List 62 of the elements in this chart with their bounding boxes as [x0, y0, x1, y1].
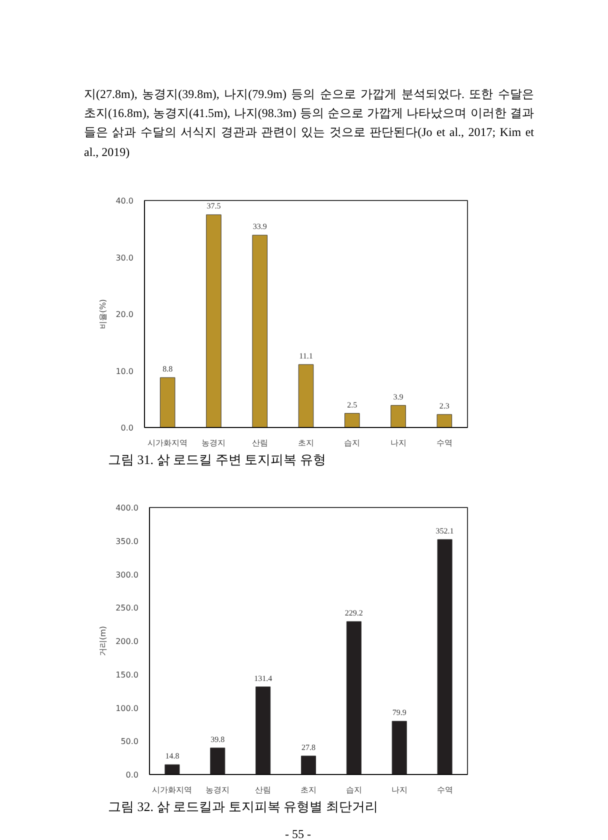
x-tick-label: 농경지: [202, 438, 226, 448]
bar: [160, 377, 176, 428]
x-tick-label: 산림: [255, 786, 272, 794]
y-tick-label: 0.0: [120, 424, 134, 432]
data-label: 37.5: [206, 202, 221, 211]
y-axis-title: 거리(m): [98, 626, 108, 656]
y-tick-label: 350.0: [116, 536, 139, 546]
data-label: 131.4: [254, 674, 272, 683]
bar: [298, 364, 314, 428]
data-label: 229.2: [344, 608, 363, 618]
bar: [164, 764, 180, 774]
data-label: 8.8: [162, 364, 173, 374]
text: 그림 31. 삵 로드킬 주변 토지피복 유형: [108, 451, 326, 469]
data-label: 79.9: [392, 708, 406, 718]
text: 지(27.8m), 농경지(39.8m), 나지(79.9m) 등의 순으로 가깝게 분석되었다. 또한 수달은 초지(16.8m), 농경지(41.5m), 나지(98.3m) 등의 순으로 가깝게 나타났으며 이러한 결과들은 삵과 수달의 서식지 경관과 관련이 있는 것으로 판단된다(Jo et al., 2017; Kim et al., 2019): [84, 86, 534, 161]
data-label: 2.5: [347, 400, 358, 410]
x-tick-label: 수역: [436, 786, 453, 794]
bar: [206, 214, 222, 428]
text: 그림 32. 삵 로드킬과 토지피복 유형별 최단거리: [108, 798, 378, 816]
y-tick-label: 150.0: [116, 670, 139, 680]
x-tick-label: 습지: [346, 786, 362, 794]
data-label: 33.9: [252, 222, 267, 232]
bar: [392, 720, 407, 774]
bar: [390, 405, 406, 428]
bar: [346, 621, 362, 774]
bar: [256, 686, 271, 774]
y-tick-label: 100.0: [116, 704, 139, 713]
y-axis-title: 비율(%): [98, 299, 108, 329]
x-tick-label: 습지: [344, 438, 360, 448]
data-label: 352.1: [436, 526, 454, 536]
y-tick-label: 30.0: [116, 253, 134, 262]
bar: [210, 748, 226, 774]
y-tick-label: 20.0: [116, 310, 134, 319]
y-tick-label: 40.0: [116, 196, 134, 206]
x-tick-label: 초지: [298, 438, 314, 448]
x-tick-label: 초지: [300, 786, 316, 794]
data-label: 3.9: [393, 392, 404, 402]
y-tick-label: 10.0: [116, 366, 134, 376]
y-tick-label: 50.0: [120, 737, 138, 746]
bar: [436, 414, 452, 428]
x-tick-label: 나지: [390, 438, 406, 448]
data-label: 2.3: [439, 401, 450, 410]
data-label: 14.8: [165, 752, 180, 761]
x-tick-label: 산림: [252, 438, 268, 448]
y-tick-label: 300.0: [116, 570, 139, 580]
x-tick-label: 시가화지역: [152, 786, 192, 794]
x-tick-label: 농경지: [206, 786, 230, 794]
bar: [300, 756, 316, 774]
data-label: 39.8: [210, 734, 225, 744]
y-tick-label: 400.0: [116, 504, 139, 512]
data-label: 11.1: [299, 352, 313, 361]
y-tick-label: 200.0: [116, 637, 139, 646]
y-tick-label: 250.0: [116, 604, 139, 613]
bar: [344, 413, 360, 428]
y-tick-label: 0.0: [126, 770, 139, 780]
x-tick-label: 나지: [391, 786, 408, 794]
bar: [252, 234, 268, 428]
x-tick-label: 시가화지역: [148, 438, 188, 448]
data-label: 27.8: [302, 742, 316, 752]
bar: [437, 539, 452, 774]
text: - 55 -: [285, 826, 311, 840]
x-tick-label: 수역: [436, 438, 452, 448]
